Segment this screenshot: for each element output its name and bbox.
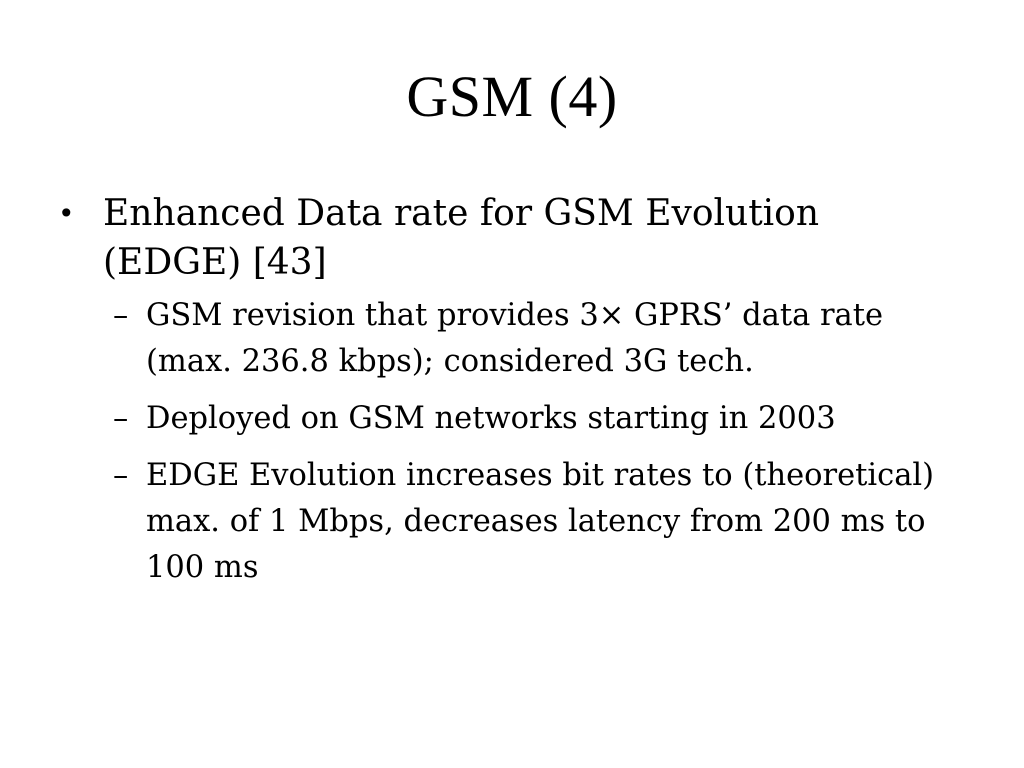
sub-bullet-item: – GSM revision that provides 3× GPRS’ da… <box>58 293 958 385</box>
sub-bullet-marker: – <box>113 298 129 333</box>
bullet-marker: • <box>58 197 75 230</box>
sub-bullet-item: – EDGE Evolution increases bit rates to … <box>58 453 958 591</box>
sub-bullet-marker: – <box>113 458 129 493</box>
bullet-item: • Enhanced Data rate for GSM Evolution (… <box>58 189 958 287</box>
slide-content: • Enhanced Data rate for GSM Evolution (… <box>58 189 958 602</box>
sub-bullet-text: EDGE Evolution increases bit rates to (t… <box>146 458 935 585</box>
sub-bullet-list: – GSM revision that provides 3× GPRS’ da… <box>58 293 958 591</box>
sub-bullet-text: Deployed on GSM networks starting in 200… <box>146 401 836 436</box>
slide-title: GSM (4) <box>406 64 618 129</box>
sub-bullet-text: GSM revision that provides 3× GPRS’ data… <box>146 298 884 379</box>
sub-bullet-marker: – <box>113 401 129 436</box>
bullet-text: Enhanced Data rate for GSM Evolution (ED… <box>103 193 820 283</box>
sub-bullet-item: – Deployed on GSM networks starting in 2… <box>58 396 958 442</box>
